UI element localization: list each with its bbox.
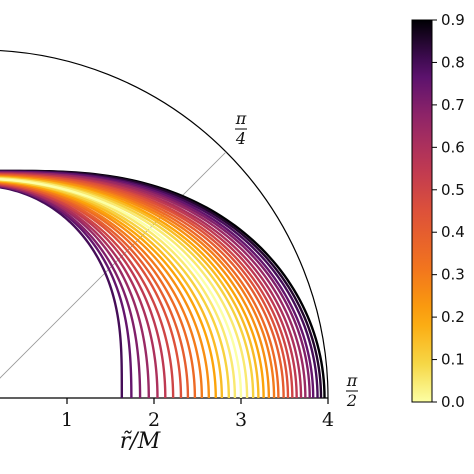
x-axis-label: r̃/M [120,429,161,454]
colorbar-tick-label: 0.3 [441,266,465,284]
angle-label-denominator: 4 [235,129,246,148]
gridline-pi-over-4 [0,151,227,379]
angle-label-numerator: π [235,109,247,128]
orbit-curve [0,179,231,399]
orbit-curve [0,177,249,399]
angle-label-numerator: π [346,371,358,390]
colorbar-gradient [411,19,433,403]
angle-label-pi-over-2: π2 [346,371,358,410]
orbit-curve [0,184,159,399]
colorbar-tick-label: 0.5 [441,181,465,199]
angle-label-denominator: 2 [346,391,357,410]
colorbar-tick-label: 0.7 [441,96,465,114]
x-tick-label: 4 [322,409,334,431]
orbit-curve [0,181,204,399]
colorbar-tick-label: 0.6 [441,138,465,156]
orbit-curve [0,185,142,399]
orbit-curve [0,183,175,399]
orbit-curve [0,178,243,399]
colorbar-tick-label: 0.2 [441,308,465,326]
colorbar: 0.0 0.1 0.2 0.3 0.4 0.5 0.6 0.7 0.8 0.9 [411,11,465,411]
x-tick-label: 2 [148,409,160,431]
colorbar-tick-label: 0.8 [441,53,465,71]
orbit-curve [0,182,190,399]
colorbar-tick-label: 0.4 [441,223,465,241]
angle-label-pi-over-4: π4 [235,109,247,148]
colorbar-tick-label: 0.0 [441,393,465,411]
curve-layer [0,169,326,399]
colorbar-tick-label: 0.9 [441,11,465,29]
colorbar-tick-label: 0.1 [441,351,465,369]
x-tick-label: 3 [235,409,247,431]
orbit-curve [0,180,217,399]
x-tick-label: 1 [61,409,73,431]
orbit-curve [0,186,124,398]
